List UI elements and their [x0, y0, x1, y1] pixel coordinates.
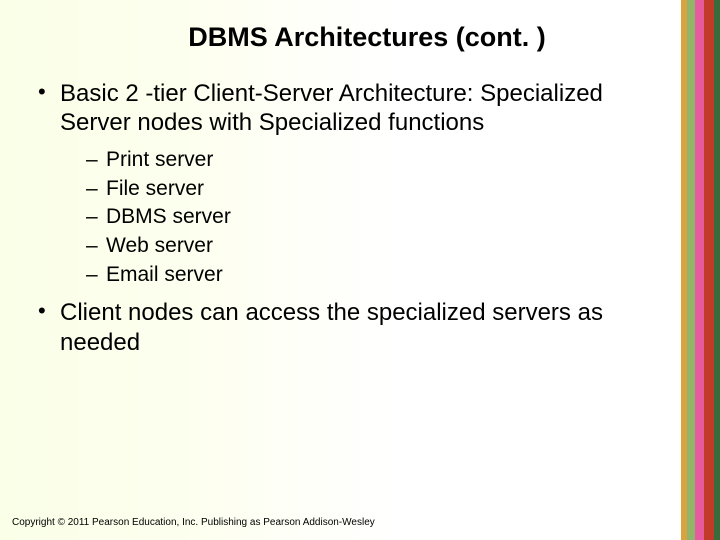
bullet-list: Basic 2 -tier Client-Server Architecture…: [14, 79, 680, 357]
bullet-text: Client nodes can access the specialized …: [60, 299, 603, 355]
sub-bullet-item: DBMS server: [88, 203, 680, 232]
sub-bullet-text: File server: [106, 177, 204, 200]
sub-bullet-text: DBMS server: [106, 205, 231, 228]
sub-bullet-item: Web server: [88, 232, 680, 261]
bullet-item: Basic 2 -tier Client-Server Architecture…: [42, 79, 680, 290]
sub-bullet-text: Print server: [106, 148, 213, 171]
sub-bullet-item: File server: [88, 175, 680, 204]
bullet-item: Client nodes can access the specialized …: [42, 298, 680, 357]
sub-bullet-list: Print server File server DBMS server Web…: [60, 146, 680, 291]
slide-title: DBMS Architectures (cont. ): [14, 22, 680, 53]
sub-bullet-item: Print server: [88, 146, 680, 175]
content-area: DBMS Architectures (cont. ) Basic 2 -tie…: [0, 0, 720, 498]
copyright-footer: Copyright © 2011 Pearson Education, Inc.…: [12, 517, 375, 528]
slide: DBMS Architectures (cont. ) Basic 2 -tie…: [0, 0, 720, 540]
sub-bullet-text: Web server: [106, 234, 213, 257]
sub-bullet-item: Email server: [88, 261, 680, 290]
sub-bullet-text: Email server: [106, 263, 223, 286]
bullet-text: Basic 2 -tier Client-Server Architecture…: [60, 80, 603, 136]
